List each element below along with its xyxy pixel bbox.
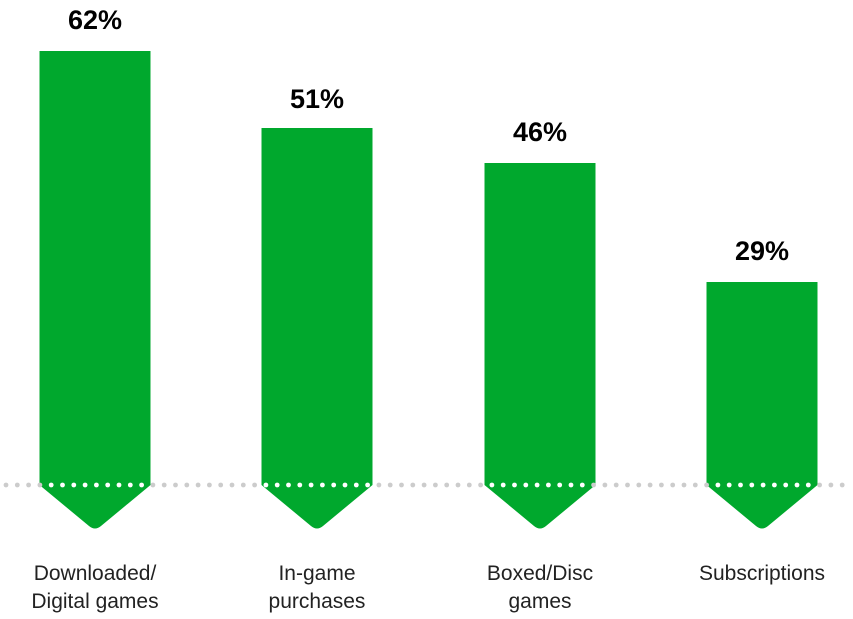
baseline-dot [297, 482, 303, 488]
baseline-dot [263, 482, 269, 488]
baseline-dot [421, 482, 427, 488]
baseline-dot [613, 482, 619, 488]
baseline-dot [286, 482, 291, 488]
baseline-dot [579, 482, 585, 488]
baseline-dot [738, 482, 743, 488]
baseline-dot [783, 482, 789, 488]
baseline-dot [399, 482, 404, 488]
baseline-dot [817, 482, 822, 488]
baseline-dot [625, 482, 630, 488]
baseline-dot [116, 482, 122, 488]
baseline-dot [433, 482, 438, 488]
baseline-dot [489, 482, 495, 488]
baseline-dot [127, 482, 133, 488]
category-label-4: Subscriptions [699, 562, 825, 585]
baseline-dot [376, 482, 382, 488]
value-label-3: 46% [513, 117, 567, 147]
baseline-dot [207, 482, 212, 488]
baseline-dot [308, 482, 314, 488]
baseline-dot [591, 482, 596, 488]
baseline-dot [26, 482, 31, 488]
baseline-dot [455, 482, 461, 488]
baseline-dot [410, 482, 416, 488]
baseline-dot [659, 482, 664, 488]
baseline-dot [534, 482, 540, 488]
baseline-dot [772, 482, 777, 488]
baseline-dot [704, 482, 709, 488]
bar-4 [706, 282, 818, 529]
baseline-dot [670, 482, 676, 488]
baseline-dot [60, 482, 65, 488]
baseline-dot [71, 482, 77, 488]
baseline-dot [760, 482, 766, 488]
baseline-dot [105, 482, 111, 488]
bar-2 [261, 128, 373, 529]
baseline-dot [681, 482, 687, 488]
value-label-1: 62% [68, 5, 122, 35]
baseline-dot [342, 482, 348, 488]
baseline-dot [636, 482, 642, 488]
baseline-dot [320, 482, 325, 488]
baseline-dot [94, 482, 99, 488]
category-label-2: In-game purchases [269, 562, 366, 613]
bar-3 [484, 163, 596, 529]
baseline-dot [692, 482, 698, 488]
baseline-dot [749, 482, 755, 488]
baseline-dot [365, 482, 370, 488]
baseline-dot [252, 482, 257, 488]
value-label-2: 51% [290, 84, 344, 114]
baseline-dot [353, 482, 359, 488]
baseline-dot [14, 482, 20, 488]
baseline-dot [546, 482, 551, 488]
baseline-dot [274, 482, 280, 488]
category-label-1: Downloaded/Digital games [31, 562, 158, 613]
value-labels-group: 62% 51% 46% 29% [68, 5, 789, 266]
baseline-dot [240, 482, 246, 488]
bars-group [39, 51, 818, 529]
baseline-dot [568, 482, 574, 488]
baseline-dot [82, 482, 88, 488]
baseline-dot [48, 482, 54, 488]
baseline-dot [500, 482, 506, 488]
baseline-dot [805, 482, 811, 488]
baseline-dotted-line [3, 482, 845, 488]
baseline-dot [37, 482, 43, 488]
baseline-dot [150, 482, 156, 488]
baseline-dot [184, 482, 190, 488]
baseline-dot [523, 482, 529, 488]
baseline-dot [478, 482, 483, 488]
baseline-dot [647, 482, 653, 488]
baseline-dot [512, 482, 517, 488]
baseline-dot [557, 482, 563, 488]
category-labels-group: Downloaded/Digital games In-game purchases… [31, 562, 825, 613]
baseline-dot [229, 482, 235, 488]
category-label-3: Boxed/Disc games [487, 562, 593, 613]
baseline-dot [218, 482, 224, 488]
baseline-dot [173, 482, 178, 488]
baseline-dot [387, 482, 393, 488]
baseline-dot [602, 482, 608, 488]
value-label-4: 29% [735, 236, 789, 266]
baseline-dot [794, 482, 800, 488]
baseline-dot [466, 482, 472, 488]
baseline-dot [828, 482, 834, 488]
baseline-dot [839, 482, 845, 488]
baseline-dot [726, 482, 732, 488]
baseline-dot [161, 482, 167, 488]
baseline-dot [195, 482, 201, 488]
baseline-dot [715, 482, 721, 488]
baseline-dot [444, 482, 450, 488]
baseline-dot [139, 482, 145, 488]
bar-1 [39, 51, 151, 529]
baseline-dot [3, 482, 9, 488]
baseline-dot [331, 482, 337, 488]
